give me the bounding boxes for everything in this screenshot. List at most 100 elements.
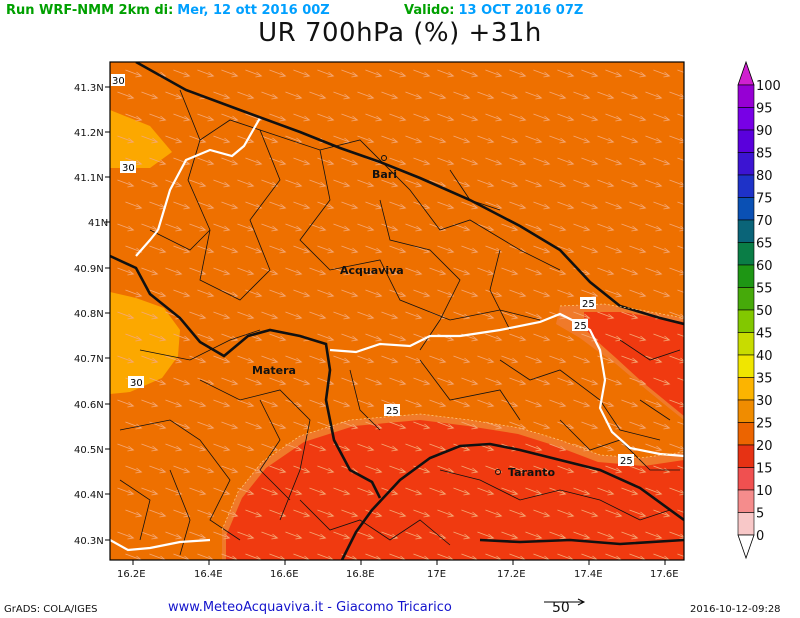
wind-arrow [357, 179, 375, 188]
wind-arrow [629, 289, 647, 298]
wind-arrow [653, 421, 671, 430]
wind-arrow [221, 201, 239, 210]
wind-arrow [653, 113, 671, 122]
wind-arrow [413, 553, 431, 560]
wind-arrow [365, 509, 383, 518]
wind-arrow [149, 113, 167, 122]
wind-arrow [405, 531, 423, 540]
wind-arrow [549, 267, 567, 276]
wind-arrow [237, 267, 255, 276]
lat-tick-label: 40.9N [74, 264, 104, 275]
wind-arrow [621, 91, 639, 100]
wind-arrow [197, 465, 215, 474]
wind-arrow [317, 113, 335, 122]
wind-arrow [309, 267, 327, 276]
wind-arrow [197, 509, 215, 518]
wind-arrow [317, 333, 335, 342]
wind-arrow [341, 421, 359, 430]
wind-arrow [557, 245, 575, 254]
wind-arrow [141, 399, 159, 408]
colorbar-level-label: 45 [756, 327, 773, 342]
wind-arrow [149, 245, 167, 254]
wind-arrow [645, 443, 663, 452]
wind-arrow [149, 377, 167, 386]
wind-arrow [669, 223, 684, 232]
wind-arrow [509, 201, 527, 210]
colorbar-top-arrow [737, 60, 755, 86]
colorbar-level-label: 100 [756, 79, 781, 94]
wind-arrow [341, 333, 359, 342]
wind-arrow [677, 113, 684, 117]
wind-arrow [309, 91, 327, 100]
wind-arrow [621, 531, 639, 540]
wind-arrow [629, 201, 647, 210]
wind-arrow [597, 267, 615, 276]
wind-arrow [221, 377, 239, 386]
wind-arrow [533, 245, 551, 254]
wind-arrow [573, 91, 591, 100]
wind-arrow [669, 531, 684, 540]
wind-arrow [285, 355, 303, 364]
wind-arrow [261, 311, 279, 320]
wind-arrow [213, 135, 231, 144]
wind-arrow [165, 267, 183, 276]
wind-arrow [341, 289, 359, 298]
wind-arrow [221, 553, 239, 560]
wind-arrow [125, 113, 143, 122]
wind-arrow [461, 69, 479, 78]
wind-arrow [677, 69, 684, 73]
wind-arrow [125, 553, 143, 560]
city-label-matera: Matera [252, 364, 296, 377]
wind-arrow [429, 355, 447, 364]
wind-arrow [245, 289, 263, 298]
wind-arrow [149, 509, 167, 518]
wind-arrow [317, 553, 335, 560]
wind-arrow [525, 531, 543, 540]
wind-arrow [501, 135, 519, 144]
wind-arrow [141, 91, 159, 100]
wind-arrow [437, 509, 455, 518]
website-credit[interactable]: www.MeteoAcquaviva.it - Giacomo Tricaric… [168, 600, 452, 615]
wind-arrow [149, 333, 167, 342]
wind-arrow [621, 267, 639, 276]
wind-arrow [653, 69, 671, 78]
colorbar-level-label: 90 [756, 124, 773, 139]
wind-arrow [677, 201, 684, 205]
wind-arrow [221, 157, 239, 166]
wind-arrow [125, 333, 143, 342]
wind-arrow [269, 113, 287, 122]
wind-arrow [429, 443, 447, 452]
wind-arrow [509, 465, 527, 474]
wind-arrow [405, 223, 423, 232]
wind-arrow [629, 113, 647, 122]
wind-arrow [165, 443, 183, 452]
wind-arrow [581, 553, 599, 560]
map-frame [109, 61, 685, 561]
colorbar-cell [737, 174, 755, 198]
wind-arrow [293, 509, 311, 518]
wind-arrow [597, 179, 615, 188]
wind-arrow [309, 399, 327, 408]
wind-arrow [437, 69, 455, 78]
wind-arrow [677, 465, 684, 469]
wind-arrow [509, 421, 527, 430]
wind-arrow [437, 245, 455, 254]
wind-arrow [573, 223, 591, 232]
wind-arrow [117, 91, 135, 100]
wind-arrow [461, 157, 479, 166]
wind-arrow [245, 69, 263, 78]
rh-field-35-40-north [110, 110, 172, 168]
colorbar-cell [737, 287, 755, 311]
wind-arrow [389, 245, 407, 254]
wind-arrow [677, 377, 684, 381]
rh-contours [221, 303, 684, 531]
wind-arrow [525, 91, 543, 100]
wind-arrow [509, 69, 527, 78]
wind-arrow [173, 333, 191, 342]
map-title: UR 700hPa (%) +31h [258, 18, 542, 48]
wind-arrow [581, 157, 599, 166]
wind-arrow [197, 553, 215, 560]
wind-arrow [605, 289, 623, 298]
wind-arrow [669, 179, 684, 188]
wind-arrow [533, 289, 551, 298]
